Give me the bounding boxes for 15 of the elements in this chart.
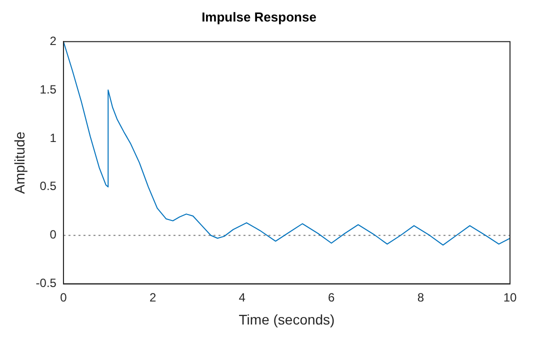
x-tick-label: 6 [328,290,336,304]
x-tick-label: 8 [417,290,424,304]
x-axis-title: Time (seconds) [238,311,335,328]
y-tick-label: 2 [50,34,57,48]
y-tick-label: 1.5 [40,82,57,96]
x-tick-label: 4 [238,290,246,304]
y-tick-label: -0.5 [36,276,57,290]
x-tick-label: 2 [149,290,156,304]
y-axis-title: Amplitude [11,131,28,194]
x-tick-label: 0 [60,290,68,304]
y-tick-label: 0 [50,228,57,242]
y-tick-label: 0.5 [40,179,57,194]
y-tick-label: 1 [50,130,57,145]
chart-title: Impulse Response [202,9,316,24]
x-tick-label: 10 [503,290,517,304]
